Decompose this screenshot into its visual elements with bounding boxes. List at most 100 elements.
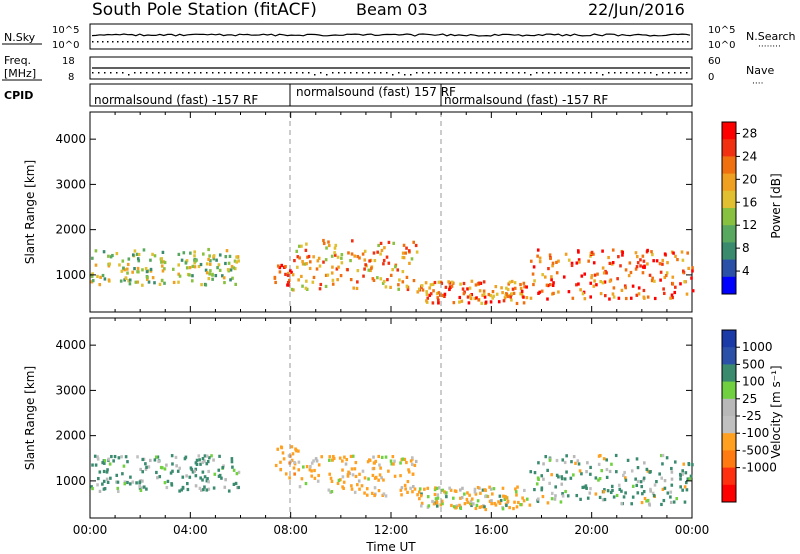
data-cell — [281, 451, 285, 455]
noise-dot — [212, 41, 214, 43]
data-cell — [110, 454, 113, 459]
data-cell — [324, 258, 328, 262]
data-cell — [396, 268, 400, 272]
data-cell — [507, 282, 511, 286]
data-cell — [434, 497, 438, 501]
data-cell — [107, 254, 110, 258]
data-cell — [197, 264, 201, 269]
data-cell — [478, 289, 482, 293]
data-cell — [392, 241, 396, 245]
data-cell — [149, 269, 153, 273]
data-cell — [628, 261, 632, 265]
data-cell — [561, 492, 564, 496]
data-cell — [560, 475, 564, 479]
data-cell — [133, 267, 136, 271]
data-cell — [91, 279, 95, 283]
data-cell — [331, 458, 334, 462]
colorbar-tick-label: 8 — [742, 241, 750, 255]
colorbar-swatch — [722, 347, 736, 365]
data-cell — [612, 286, 616, 290]
nave-dot — [638, 72, 640, 74]
data-cell — [129, 475, 132, 479]
data-cell — [391, 268, 394, 272]
data-cell — [393, 474, 397, 478]
data-cell — [141, 479, 144, 483]
data-cell — [369, 268, 372, 273]
data-cell — [296, 255, 300, 259]
data-cell — [317, 473, 320, 478]
data-cell — [383, 246, 386, 250]
data-cell — [535, 482, 539, 486]
data-cell — [611, 292, 615, 296]
noise-dot — [207, 41, 209, 43]
data-cell — [683, 485, 687, 489]
colorbar-tick-label: 1000 — [742, 340, 773, 354]
data-cell — [342, 480, 346, 484]
data-cell — [408, 261, 411, 265]
noise-dot — [192, 41, 194, 43]
data-cell — [340, 261, 344, 265]
data-cell — [577, 462, 581, 466]
data-cell — [492, 294, 495, 298]
data-cell — [362, 274, 365, 278]
data-cell — [640, 484, 644, 489]
data-cell — [358, 472, 361, 476]
data-cell — [612, 495, 616, 499]
data-cell — [620, 489, 623, 493]
data-cell — [618, 487, 622, 491]
data-cell — [670, 470, 674, 474]
data-cell — [273, 276, 277, 280]
data-cell — [123, 480, 127, 484]
data-cell — [482, 289, 486, 293]
data-cell — [305, 279, 308, 283]
data-cell — [331, 278, 335, 282]
data-cell — [519, 292, 522, 296]
noise-dot — [222, 41, 224, 43]
nave-dot — [164, 72, 166, 74]
data-cell — [160, 278, 164, 282]
power-xticks — [89, 112, 693, 312]
nave-dot — [110, 72, 112, 74]
data-cell — [334, 243, 338, 248]
data-cell — [589, 472, 592, 476]
data-cell — [336, 481, 340, 486]
data-cell — [567, 290, 571, 294]
data-cell — [660, 502, 663, 507]
data-cell — [473, 487, 477, 491]
data-cell — [506, 287, 510, 292]
data-cell — [312, 255, 315, 259]
data-cell — [208, 254, 211, 258]
data-cell — [528, 503, 532, 507]
data-cell — [443, 292, 447, 296]
nave-dot — [482, 72, 484, 74]
data-cell — [473, 490, 477, 494]
data-cell — [624, 478, 628, 482]
data-cell — [101, 273, 105, 278]
data-cell — [685, 488, 689, 492]
data-cell — [102, 487, 106, 491]
data-cell — [237, 470, 241, 474]
data-cell — [603, 294, 607, 298]
data-cell — [425, 290, 428, 294]
noise-dot — [327, 41, 329, 43]
data-cell — [336, 278, 339, 282]
data-cell — [663, 252, 667, 256]
data-cell — [320, 455, 324, 459]
data-cell — [136, 266, 140, 271]
nave-dot — [542, 72, 544, 74]
data-cell — [448, 486, 451, 490]
data-cell — [96, 274, 99, 279]
noise-dot — [532, 41, 534, 43]
nave-dot — [614, 72, 616, 74]
data-cell — [227, 489, 231, 493]
data-cell — [128, 282, 132, 286]
nave-dot — [572, 72, 574, 74]
data-cell — [566, 494, 570, 498]
data-cell — [421, 288, 425, 292]
data-cell — [292, 288, 295, 292]
data-cell — [596, 272, 599, 276]
data-cell — [193, 250, 196, 254]
data-cell — [341, 475, 345, 479]
data-cell — [494, 503, 498, 507]
data-cell — [363, 476, 367, 480]
